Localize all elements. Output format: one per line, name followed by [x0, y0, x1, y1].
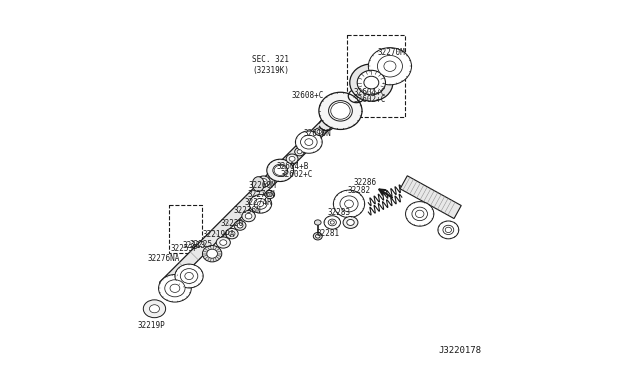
- Ellipse shape: [289, 156, 295, 161]
- Ellipse shape: [349, 64, 393, 101]
- Text: 32219PA: 32219PA: [203, 230, 235, 239]
- Ellipse shape: [286, 154, 298, 164]
- Ellipse shape: [305, 139, 313, 145]
- Polygon shape: [159, 111, 339, 291]
- Text: SEC. 321
(32319K): SEC. 321 (32319K): [252, 55, 289, 75]
- Text: 32219P: 32219P: [138, 321, 166, 330]
- Ellipse shape: [328, 219, 337, 226]
- Text: 32274R: 32274R: [245, 198, 273, 207]
- Ellipse shape: [257, 176, 270, 187]
- Ellipse shape: [274, 165, 286, 176]
- Text: 32282: 32282: [348, 186, 371, 195]
- Ellipse shape: [228, 231, 235, 236]
- Ellipse shape: [265, 190, 275, 199]
- Text: 32283: 32283: [328, 208, 351, 217]
- Ellipse shape: [267, 159, 294, 182]
- Ellipse shape: [257, 201, 264, 206]
- Ellipse shape: [296, 131, 322, 153]
- Text: 32608+C: 32608+C: [292, 92, 324, 100]
- Ellipse shape: [216, 237, 230, 248]
- Text: 32225: 32225: [189, 240, 212, 248]
- Ellipse shape: [412, 207, 428, 221]
- Ellipse shape: [340, 196, 358, 212]
- Ellipse shape: [301, 135, 317, 149]
- Ellipse shape: [225, 228, 238, 239]
- Ellipse shape: [294, 148, 305, 156]
- Ellipse shape: [277, 167, 284, 173]
- Ellipse shape: [335, 106, 346, 115]
- Ellipse shape: [316, 234, 320, 238]
- Ellipse shape: [250, 195, 271, 213]
- Text: 32253P: 32253P: [170, 244, 198, 253]
- Ellipse shape: [324, 216, 340, 229]
- Ellipse shape: [333, 190, 365, 218]
- Ellipse shape: [406, 202, 434, 226]
- Text: 32276N: 32276N: [248, 190, 275, 199]
- Ellipse shape: [268, 193, 272, 196]
- Text: J3220178: J3220178: [439, 346, 482, 355]
- Ellipse shape: [234, 221, 246, 230]
- Text: 32236N: 32236N: [234, 206, 262, 215]
- Ellipse shape: [297, 150, 302, 154]
- Text: 32602+C: 32602+C: [353, 95, 386, 104]
- Ellipse shape: [260, 179, 267, 185]
- Ellipse shape: [319, 92, 362, 129]
- Text: 32604+B: 32604+B: [276, 162, 308, 171]
- Bar: [347, 35, 405, 117]
- Text: 32260M: 32260M: [248, 181, 276, 190]
- Ellipse shape: [202, 246, 222, 262]
- Ellipse shape: [328, 100, 353, 121]
- Ellipse shape: [159, 275, 191, 302]
- Ellipse shape: [364, 76, 379, 89]
- Ellipse shape: [185, 272, 193, 280]
- Ellipse shape: [314, 232, 322, 240]
- Ellipse shape: [357, 70, 385, 95]
- Ellipse shape: [207, 249, 218, 258]
- Ellipse shape: [175, 264, 203, 288]
- Ellipse shape: [149, 305, 159, 313]
- Ellipse shape: [415, 210, 424, 218]
- Ellipse shape: [345, 200, 353, 208]
- Ellipse shape: [314, 220, 321, 225]
- Ellipse shape: [330, 221, 334, 224]
- Ellipse shape: [384, 61, 396, 71]
- Ellipse shape: [254, 199, 267, 209]
- Ellipse shape: [378, 55, 403, 77]
- Ellipse shape: [252, 177, 264, 192]
- Ellipse shape: [164, 280, 185, 297]
- Bar: [169, 205, 202, 253]
- Ellipse shape: [317, 130, 321, 134]
- Ellipse shape: [438, 221, 459, 239]
- Text: 32276NA: 32276NA: [147, 254, 179, 263]
- Ellipse shape: [343, 217, 358, 228]
- Text: 32281: 32281: [316, 229, 339, 238]
- Text: 32604+C: 32604+C: [353, 88, 386, 97]
- Ellipse shape: [331, 102, 350, 119]
- Text: 32270M: 32270M: [378, 48, 405, 57]
- Text: 32602+C: 32602+C: [281, 170, 314, 179]
- Text: 32213: 32213: [182, 241, 205, 250]
- Ellipse shape: [445, 227, 451, 232]
- Text: 32220: 32220: [220, 219, 243, 228]
- Ellipse shape: [273, 164, 287, 177]
- Ellipse shape: [170, 284, 180, 292]
- Ellipse shape: [143, 300, 166, 318]
- Ellipse shape: [180, 269, 198, 283]
- Text: 32286: 32286: [353, 178, 376, 187]
- Ellipse shape: [369, 48, 412, 85]
- Ellipse shape: [443, 225, 454, 234]
- Text: 32610N: 32610N: [303, 129, 331, 138]
- Ellipse shape: [315, 128, 324, 135]
- Ellipse shape: [245, 213, 252, 219]
- Ellipse shape: [242, 211, 255, 222]
- Ellipse shape: [347, 219, 354, 225]
- Ellipse shape: [237, 223, 243, 228]
- Polygon shape: [400, 176, 461, 219]
- Ellipse shape: [220, 240, 227, 246]
